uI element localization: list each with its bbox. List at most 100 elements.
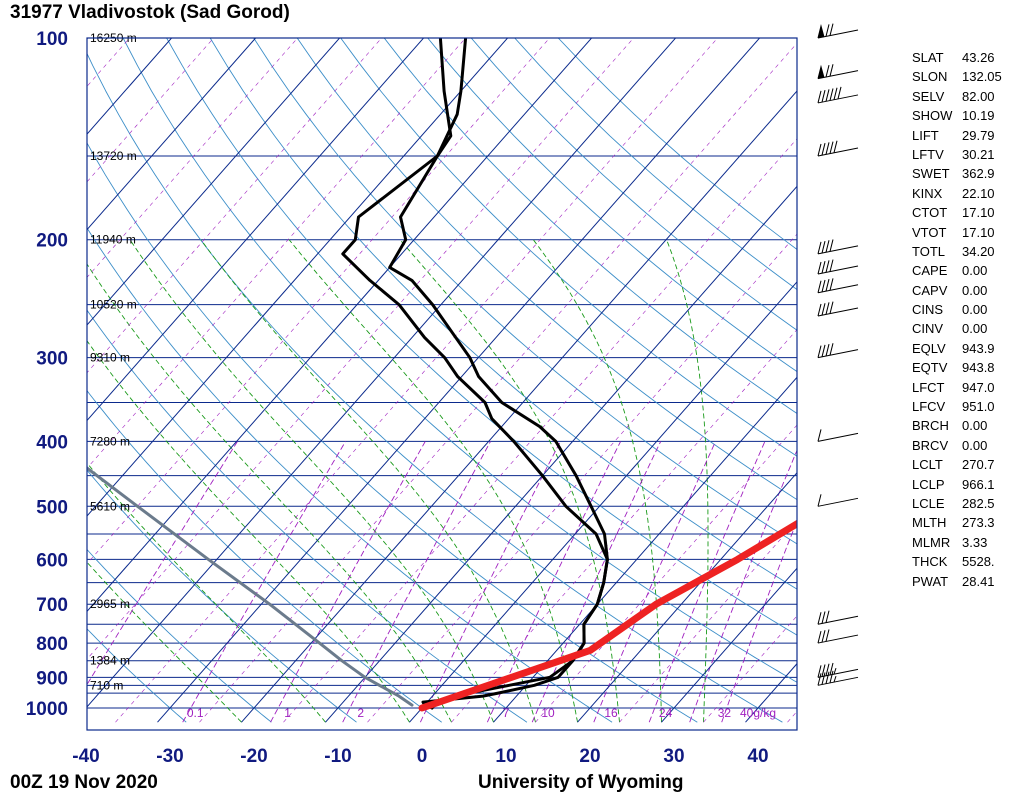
isotherm-line bbox=[325, 185, 797, 723]
wind-barb-flag bbox=[821, 261, 826, 274]
index-value: 273.3 bbox=[962, 515, 995, 531]
mixing-ratio-lines bbox=[87, 38, 797, 723]
index-row: LCLP 966.1 bbox=[912, 475, 1022, 494]
wind-barb-flag bbox=[821, 240, 826, 254]
pressure-tick-label: 300 bbox=[36, 349, 68, 370]
wind-barb bbox=[817, 610, 859, 625]
mixing-ratio-line bbox=[87, 38, 550, 565]
wind-barb bbox=[817, 301, 859, 317]
dry-adiabat-line bbox=[87, 227, 613, 723]
mixing-ratio-line bbox=[182, 441, 346, 723]
wind-barb-flag bbox=[817, 429, 822, 442]
index-value: 0.00 bbox=[962, 418, 988, 434]
temperature-tick-label: 30 bbox=[663, 746, 684, 767]
index-name: LCLP bbox=[912, 476, 945, 492]
moist-adiabat-line bbox=[87, 340, 410, 723]
index-row: CAPE 0.00 bbox=[912, 261, 1022, 280]
index-row: MLTH 273.3 bbox=[912, 513, 1022, 532]
index-name: SHOW bbox=[912, 108, 953, 124]
wind-barb-flag bbox=[821, 279, 826, 293]
index-row: CINV 0.00 bbox=[912, 319, 1022, 338]
wind-barb bbox=[817, 239, 859, 255]
index-row: SLON 132.05 bbox=[912, 67, 1022, 86]
wind-barb-flag bbox=[829, 259, 834, 272]
mixing-ratio-line bbox=[531, 441, 662, 723]
isotherm-line bbox=[87, 38, 425, 422]
mixing-ratio-line bbox=[535, 424, 797, 723]
mixing-ratio-line bbox=[270, 441, 426, 723]
dry-adiabat-line bbox=[253, 38, 797, 545]
index-name: BRCV bbox=[912, 437, 949, 453]
mixing-ratio-line bbox=[648, 441, 766, 723]
wind-barb-staff bbox=[817, 668, 859, 678]
moist-adiabat-line bbox=[200, 239, 536, 723]
mixing-ratio-line bbox=[87, 441, 238, 686]
index-row: MLMR 3.33 bbox=[912, 533, 1022, 552]
index-value: 82.00 bbox=[962, 88, 995, 104]
wind-barb-flag bbox=[817, 303, 822, 317]
wind-barb bbox=[817, 140, 859, 157]
wind-barb-staff bbox=[817, 634, 859, 644]
wind-barb-staff bbox=[817, 29, 859, 39]
wind-barb-flag bbox=[825, 629, 830, 642]
index-name: SWET bbox=[912, 166, 950, 182]
wind-barb bbox=[817, 662, 859, 678]
index-value: 22.10 bbox=[962, 185, 995, 201]
index-row: EQLV 943.9 bbox=[912, 339, 1022, 358]
mixing-ratio-label: 32 bbox=[718, 706, 732, 720]
wind-barb-flag bbox=[837, 86, 842, 100]
moist-adiabat-line bbox=[532, 239, 662, 723]
temperature-tick-label: -20 bbox=[240, 746, 267, 767]
index-name: SLAT bbox=[912, 50, 944, 65]
index-name: EQLV bbox=[912, 340, 946, 356]
index-row: LFCT 947.0 bbox=[912, 378, 1022, 397]
temperature-tick-label: 0 bbox=[417, 746, 428, 767]
pressure-tick-label: 900 bbox=[36, 668, 68, 689]
index-row: SHOW 10.19 bbox=[912, 106, 1022, 125]
wind-barb-half-flag bbox=[833, 675, 837, 683]
height-label: 2965 m bbox=[90, 597, 130, 611]
index-row: SELV 82.00 bbox=[912, 87, 1022, 106]
wind-barb-flag bbox=[821, 664, 826, 677]
index-row: LFCV 951.0 bbox=[912, 397, 1022, 416]
index-name: MLMR bbox=[912, 534, 951, 550]
wind-barb-staff bbox=[817, 265, 859, 275]
wind-barb-flag bbox=[817, 494, 822, 507]
wind-barb bbox=[817, 64, 859, 80]
dry-adiabat-line bbox=[87, 548, 272, 723]
index-name: EQTV bbox=[912, 360, 948, 376]
height-label: 7280 m bbox=[90, 434, 130, 448]
isotherm-line bbox=[409, 281, 797, 723]
index-row: LCLT 270.7 bbox=[912, 455, 1022, 474]
index-name: TOTL bbox=[912, 243, 945, 259]
moist-adiabat-line bbox=[129, 239, 494, 723]
wind-barb-flag bbox=[829, 141, 834, 154]
wind-barb bbox=[817, 670, 859, 686]
index-value: 0.00 bbox=[962, 437, 988, 453]
wind-barb-half-flag bbox=[833, 667, 837, 675]
wind-barb-flag bbox=[829, 301, 834, 314]
wind-barb-flag bbox=[825, 279, 830, 292]
wind-barb-flag bbox=[821, 344, 826, 357]
index-name: BRCH bbox=[912, 418, 949, 434]
index-value: 951.0 bbox=[962, 399, 995, 415]
mixing-ratio-line bbox=[593, 441, 717, 723]
index-value: 132.05 bbox=[962, 69, 1002, 85]
chart-title: 31977 Vladivostok (Sad Gorod) bbox=[10, 2, 290, 23]
index-name: CAPE bbox=[912, 263, 948, 279]
wind-barb-flag bbox=[825, 240, 830, 253]
mixing-ratio-line bbox=[283, 138, 797, 723]
data-source: University of Wyoming bbox=[478, 772, 684, 793]
mixing-ratio-label: 0.1 bbox=[187, 706, 204, 720]
dry-adiabat-lines bbox=[87, 38, 797, 723]
index-row: BRCV 0.00 bbox=[912, 436, 1022, 455]
index-value: 17.10 bbox=[962, 224, 995, 240]
wind-barb-flag bbox=[821, 90, 826, 103]
wind-barb-staff bbox=[817, 615, 859, 625]
isotherm-line bbox=[87, 38, 341, 326]
index-row: VTOT 17.10 bbox=[912, 223, 1022, 242]
dry-adiabat-line bbox=[87, 142, 698, 723]
index-name: CAPV bbox=[912, 282, 948, 298]
index-name: VTOT bbox=[912, 224, 947, 240]
mixing-ratio-label: 2 bbox=[357, 706, 364, 720]
